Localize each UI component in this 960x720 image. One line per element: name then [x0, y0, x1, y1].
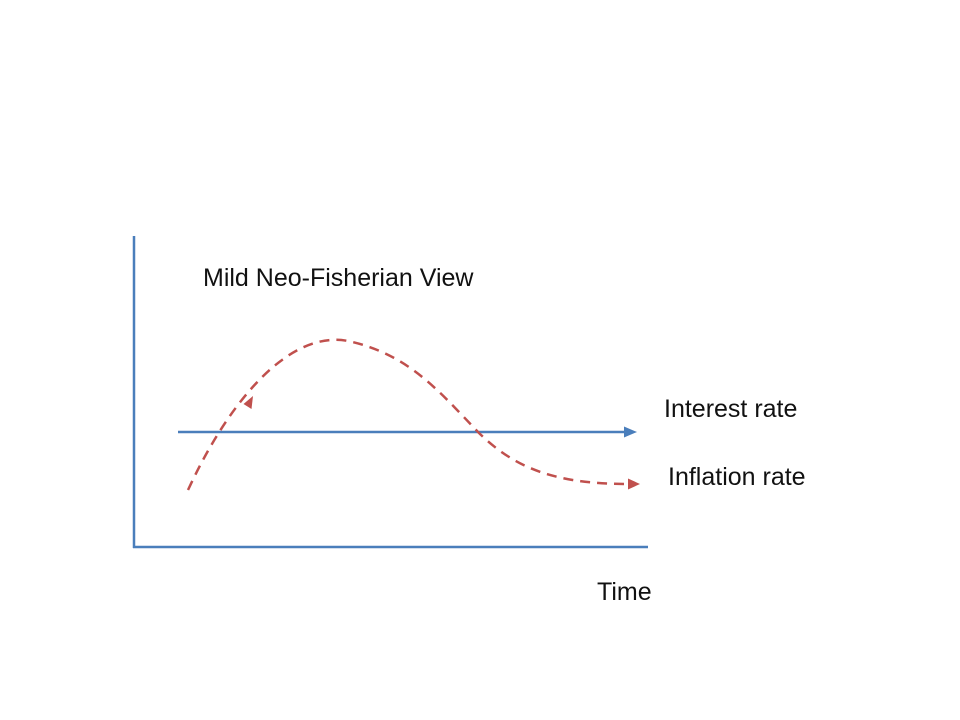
- x-axis-label: Time: [597, 578, 652, 606]
- inflation-rate-arrowhead-end: [628, 478, 640, 490]
- inflation-rate-curve: [186, 338, 631, 491]
- diagram-title: Mild Neo-Fisherian View: [203, 264, 474, 292]
- interest-rate-label: Interest rate: [664, 395, 798, 423]
- inflation-rate-arrowhead-up: [243, 396, 253, 409]
- inflation-rate-label: Inflation rate: [668, 463, 806, 491]
- interest-rate-arrowhead: [624, 426, 637, 438]
